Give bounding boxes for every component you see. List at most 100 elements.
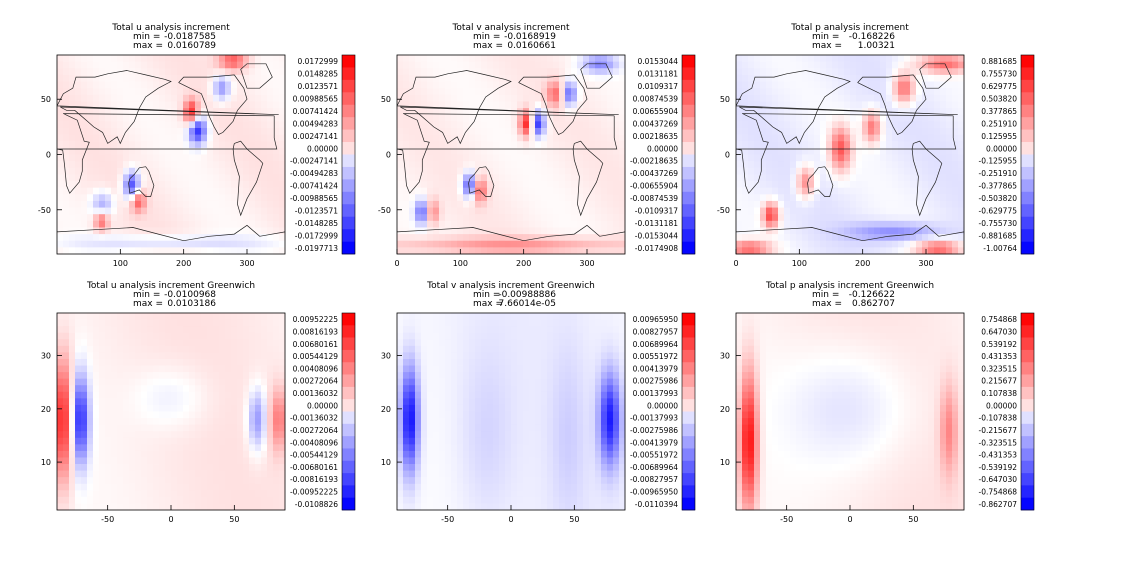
heatmap-cell <box>87 319 94 327</box>
heatmap-cell <box>87 378 94 386</box>
heatmap-cell <box>99 503 106 511</box>
heatmap-cell <box>403 200 410 208</box>
heatmap-cell <box>117 147 124 155</box>
heatmap-cell <box>511 181 518 189</box>
heatmap-cell <box>273 167 280 175</box>
heatmap-cell <box>231 431 238 439</box>
heatmap-cell <box>838 187 845 195</box>
heatmap-cell <box>255 101 262 109</box>
heatmap-cell <box>279 332 286 340</box>
heatmap-cell <box>427 187 434 195</box>
heatmap-cell <box>814 161 821 169</box>
heatmap-cell <box>111 200 118 208</box>
heatmap-cell <box>766 114 773 122</box>
heatmap-cell <box>255 385 262 393</box>
heatmap-cell <box>760 200 767 208</box>
heatmap-cell <box>105 503 112 511</box>
heatmap-cell <box>111 127 118 135</box>
heatmap-cell <box>147 88 154 96</box>
heatmap-cell <box>850 74 857 82</box>
heatmap-cell <box>219 457 226 465</box>
heatmap-cell <box>177 339 184 347</box>
heatmap-cell <box>177 74 184 82</box>
heatmap-cell <box>267 234 274 242</box>
heatmap-cell <box>736 61 743 69</box>
heatmap-cell <box>862 121 869 129</box>
heatmap-cell <box>862 68 869 76</box>
heatmap-cell <box>928 127 935 135</box>
heatmap-cell <box>93 411 100 419</box>
heatmap-cell <box>159 121 166 129</box>
heatmap-cell <box>421 68 428 76</box>
heatmap-cell <box>541 141 548 149</box>
heatmap-cell <box>844 127 851 135</box>
heatmap-cell <box>273 464 280 471</box>
heatmap-cell <box>93 187 100 195</box>
colorbar-swatch <box>342 411 355 425</box>
heatmap-cell <box>117 55 124 63</box>
heatmap-cell <box>886 167 893 175</box>
heatmap-cell <box>87 385 94 393</box>
heatmap-cell <box>231 391 238 399</box>
coastline-layer <box>736 63 964 242</box>
heatmap-cell <box>892 181 899 189</box>
heatmap-cell <box>868 134 875 142</box>
heatmap-cell <box>766 81 773 89</box>
heatmap-cell <box>451 81 458 89</box>
heatmap-cell <box>565 227 572 235</box>
heatmap-cell <box>583 207 590 215</box>
heatmap-cell <box>880 121 887 129</box>
heatmap-cell <box>517 187 524 195</box>
heatmap-cell <box>832 147 839 155</box>
heatmap-cell <box>421 161 428 169</box>
heatmap-cell <box>243 503 250 511</box>
heatmap-cell <box>427 483 434 491</box>
coastline <box>518 74 588 136</box>
heatmap-cell <box>469 94 476 102</box>
heatmap-cell <box>742 194 749 202</box>
heatmap-cell <box>249 464 256 471</box>
heatmap-cell <box>511 68 518 76</box>
heatmap-cell <box>784 134 791 142</box>
heatmap-cell <box>153 444 160 452</box>
heatmap-cell <box>57 234 64 242</box>
heatmap-cell <box>802 88 809 96</box>
heatmap-cell <box>421 391 428 399</box>
heatmap-cell <box>421 477 428 485</box>
heatmap-cell <box>517 194 524 202</box>
heatmap-cell <box>808 88 815 96</box>
heatmap-cell <box>57 55 64 63</box>
heatmap-cell <box>850 147 857 155</box>
heatmap-cell <box>862 247 869 255</box>
heatmap-cell <box>868 141 875 149</box>
heatmap-cell <box>249 385 256 393</box>
heatmap-cell <box>880 74 887 82</box>
heatmap-cell <box>427 418 434 426</box>
heatmap-cell <box>165 227 172 235</box>
heatmap-cell <box>153 411 160 419</box>
heatmap-cell <box>754 161 761 169</box>
heatmap-cell <box>219 391 226 399</box>
heatmap-cell <box>81 247 88 255</box>
heatmap-cell <box>231 326 238 334</box>
heatmap-cell <box>273 61 280 69</box>
heatmap-cell <box>147 194 154 202</box>
heatmap-cell <box>261 313 268 320</box>
heatmap-cell <box>475 101 482 109</box>
heatmap-cell <box>415 167 422 175</box>
heatmap-cell <box>87 121 94 129</box>
heatmap-cell <box>856 141 863 149</box>
heatmap-cell <box>742 94 749 102</box>
heatmap-cell <box>249 220 256 228</box>
heatmap-cell <box>487 68 494 76</box>
heatmap-cell <box>99 121 106 129</box>
heatmap-cell <box>433 134 440 142</box>
heatmap-cell <box>517 61 524 69</box>
heatmap-cell <box>457 187 464 195</box>
heatmap-cell <box>613 61 620 69</box>
heatmap-cell <box>898 94 905 102</box>
heatmap-cell <box>511 61 518 69</box>
heatmap-cell <box>874 101 881 109</box>
heatmap-cell <box>607 141 614 149</box>
heatmap-cell <box>946 121 953 129</box>
